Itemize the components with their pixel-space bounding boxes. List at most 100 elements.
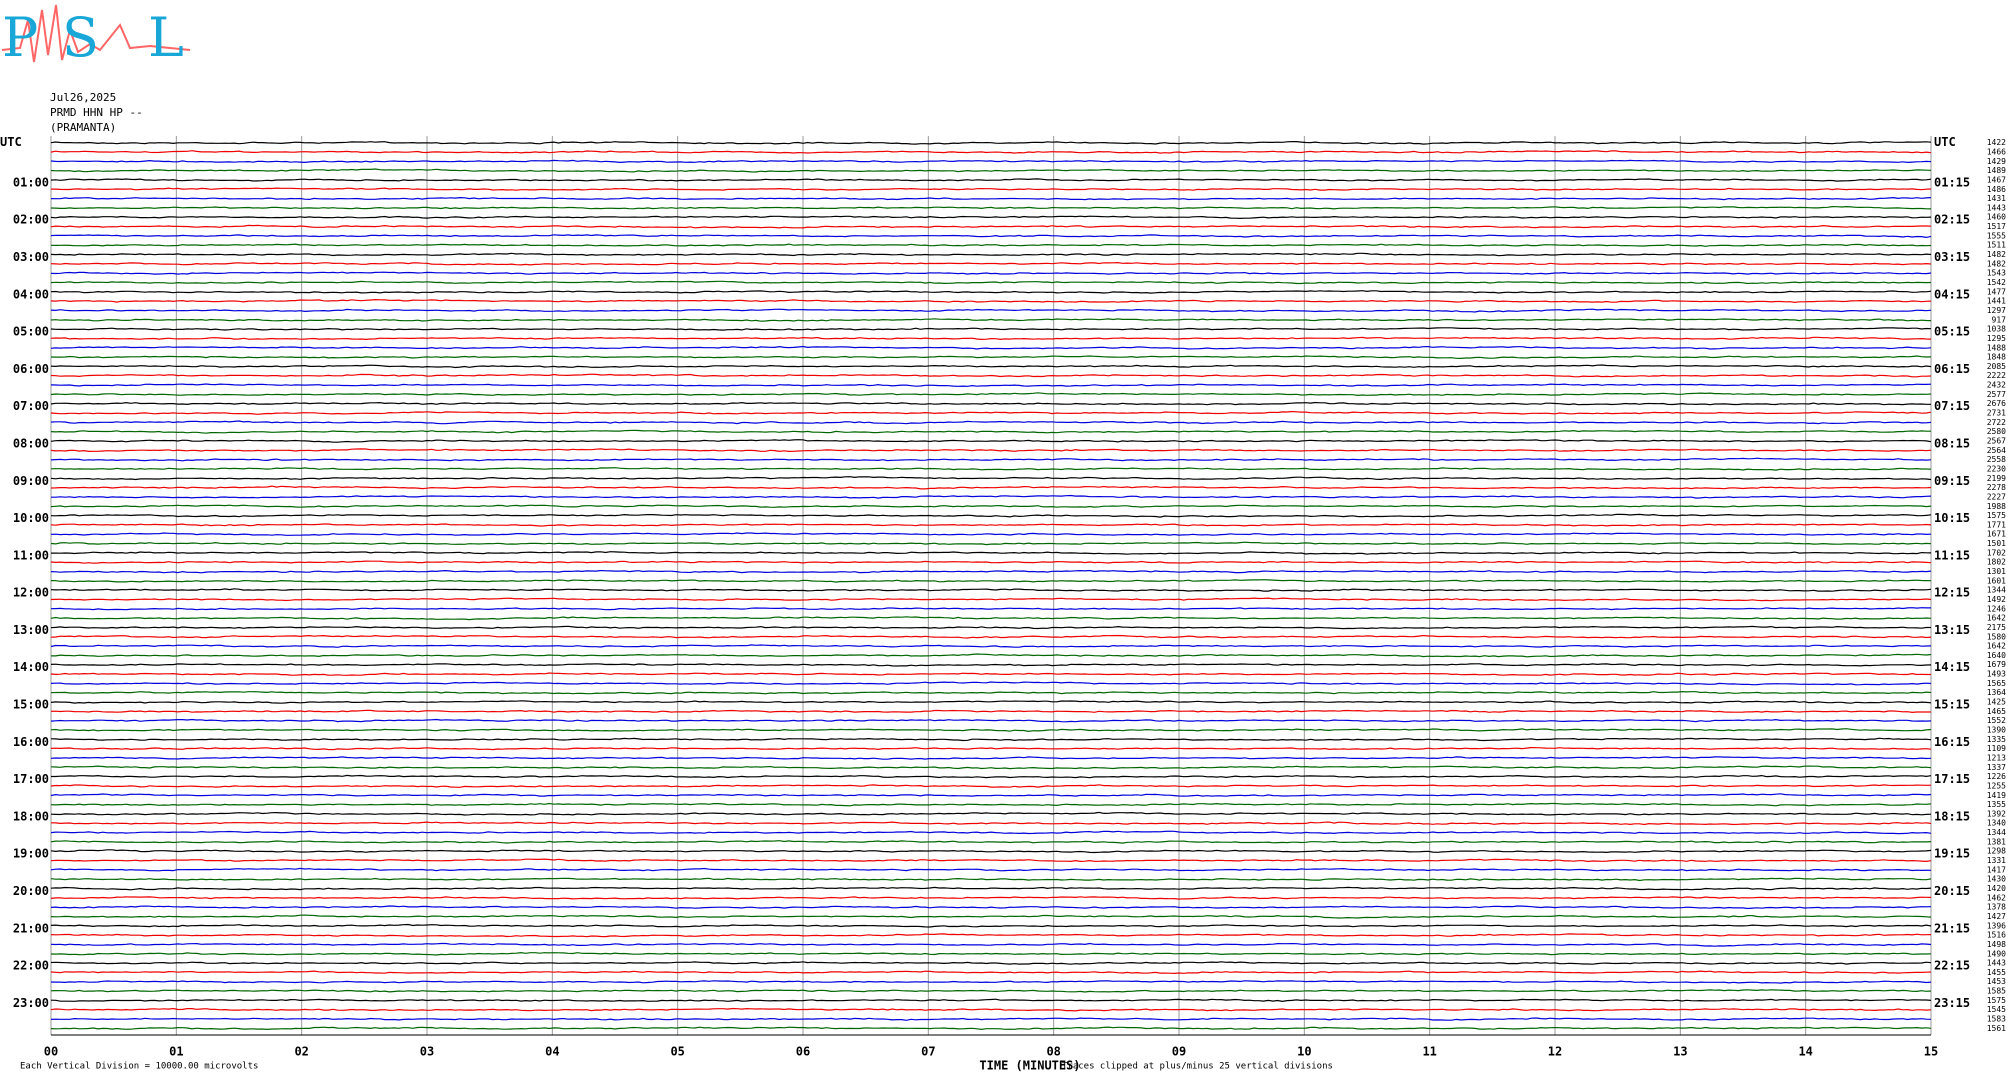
row-number: 1466 (1987, 147, 2006, 156)
trace (51, 551, 1932, 555)
row-number: 1297 (1987, 306, 2006, 315)
trace (50, 914, 1932, 919)
trace (50, 318, 1932, 322)
trace (50, 1007, 1932, 1012)
row-number: 1381 (1987, 837, 2006, 846)
trace (50, 345, 1932, 350)
row-number: 1301 (1987, 567, 2006, 576)
trace (50, 597, 1932, 602)
trace (50, 756, 1932, 760)
row-number: 1392 (1987, 809, 2006, 818)
trace (50, 607, 1931, 611)
trace (50, 681, 1932, 686)
trace (50, 634, 1932, 639)
trace (50, 672, 1931, 676)
trace (50, 793, 1932, 797)
trace (50, 802, 1932, 807)
row-number: 2199 (1987, 474, 2006, 483)
row-number: 1489 (1987, 166, 2006, 175)
row-number: 1642 (1987, 642, 2006, 651)
right-time-label: 17:15 (1934, 772, 1970, 786)
left-time-label: 17:00 (13, 772, 49, 786)
trace (50, 448, 1932, 453)
x-tick-label: 01 (169, 1045, 183, 1059)
row-number: 917 (1992, 315, 2007, 324)
right-time-label: 19:15 (1934, 847, 1970, 861)
trace (50, 541, 1932, 546)
date: Jul26,2025 (50, 91, 116, 104)
x-tick-label: 08 (1046, 1045, 1060, 1059)
right-time-label: 05:15 (1934, 325, 1970, 339)
row-number: 1542 (1987, 278, 2006, 287)
row-number: 2731 (1987, 409, 2006, 418)
row-number: 1575 (1987, 511, 2006, 520)
row-number: 1498 (1987, 940, 2006, 949)
row-number: 1575 (1987, 996, 2006, 1005)
trace (50, 690, 1932, 695)
right-time-label: 03:15 (1934, 250, 1970, 264)
row-number: 1390 (1987, 726, 2006, 735)
right-time-label: 11:15 (1934, 548, 1970, 562)
row-number: 1490 (1987, 949, 2006, 958)
row-number: 2432 (1987, 381, 2006, 390)
row-number: 1492 (1987, 595, 2006, 604)
trace (50, 989, 1932, 993)
x-tick-label: 13 (1673, 1045, 1687, 1059)
row-number: 1331 (1987, 856, 2006, 865)
trace (50, 737, 1932, 742)
left-time-label: 10:00 (13, 511, 49, 525)
row-number: 1601 (1987, 576, 2006, 585)
trace (50, 784, 1932, 788)
right-time-label: 01:15 (1934, 175, 1970, 189)
row-number: 1213 (1987, 753, 2006, 762)
x-tick-label: 06 (796, 1045, 810, 1059)
row-number: 1462 (1987, 893, 2006, 902)
trace (50, 970, 1932, 975)
trace (50, 159, 1932, 164)
row-number: 2175 (1987, 623, 2006, 632)
left-time-label: 02:00 (13, 213, 49, 227)
right-time-label: 21:15 (1934, 921, 1970, 935)
row-number: 1482 (1987, 250, 2006, 259)
station: PRMD HHN HP -- (50, 106, 143, 119)
logo-letter: S (62, 6, 99, 69)
trace (50, 905, 1932, 910)
trace (50, 588, 1932, 592)
row-number: 2564 (1987, 446, 2006, 455)
row-number: 1516 (1987, 931, 2006, 940)
trace (51, 494, 1932, 499)
right-time-label: 15:15 (1934, 698, 1970, 712)
trace (50, 700, 1932, 704)
row-number: 1802 (1987, 558, 2006, 567)
row-number: 1488 (1987, 343, 2006, 352)
trace (50, 961, 1932, 965)
trace (50, 896, 1932, 900)
row-number: 1419 (1987, 791, 2006, 800)
trace (50, 1017, 1932, 1021)
row-number: 2567 (1987, 436, 2006, 445)
right-time-label: 22:15 (1934, 959, 1970, 973)
left-time-label: 18:00 (13, 809, 49, 823)
row-number: 2676 (1987, 399, 2006, 408)
trace (51, 774, 1932, 779)
row-number: 1585 (1987, 987, 2006, 996)
trace (50, 830, 1932, 835)
row-number: 1420 (1987, 884, 2006, 893)
trace (50, 178, 1932, 182)
row-number: 1517 (1987, 222, 2006, 231)
trace (51, 653, 1932, 658)
row-number: 1561 (1987, 1024, 2006, 1033)
left-time-label: 07:00 (13, 399, 49, 413)
left-time-label: 11:00 (13, 548, 49, 562)
row-number: 1848 (1987, 353, 2006, 362)
row-number: 1543 (1987, 269, 2006, 278)
row-number: 1441 (1987, 297, 2006, 306)
right-time-label: 12:15 (1934, 586, 1970, 600)
row-number: 1425 (1987, 698, 2006, 707)
labels: 00 01 02 03 04 05 06 07 08 09 10 11 12 13 14 1514221466… (0, 135, 2006, 1058)
row-number: 1417 (1987, 865, 2006, 874)
x-tick-label: 07 (921, 1045, 935, 1059)
trace (50, 709, 1931, 714)
trace (50, 504, 1932, 508)
